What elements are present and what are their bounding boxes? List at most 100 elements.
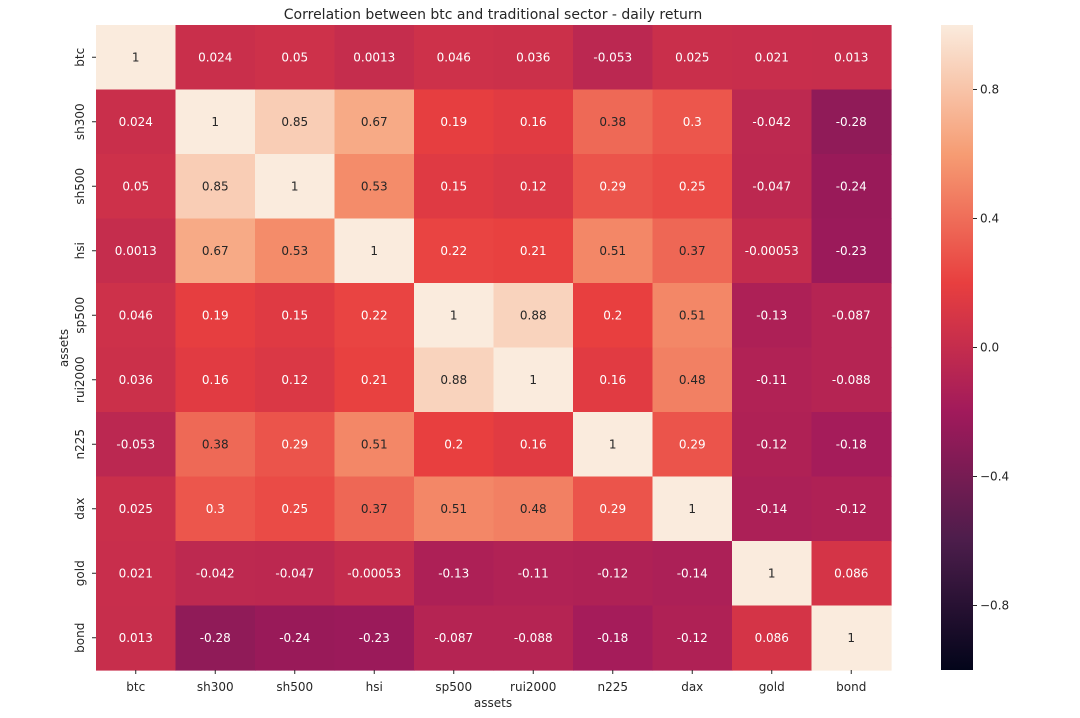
heatmap-cell xyxy=(334,476,415,542)
heatmap-cell xyxy=(175,154,256,220)
cell-value-label: 0.15 xyxy=(281,308,308,322)
cell-value-label: -0.13 xyxy=(438,566,469,580)
heatmap-cell xyxy=(175,541,256,607)
cell-value-label: 0.025 xyxy=(119,502,153,516)
cell-value-label: 0.024 xyxy=(198,50,232,64)
heatmap-cell xyxy=(573,218,654,284)
colorbar-tick-label: 0.0 xyxy=(980,341,999,355)
cell-value-label: 0.25 xyxy=(281,502,308,516)
heatmap-cell xyxy=(96,412,177,478)
cell-value-label: 0.22 xyxy=(361,308,388,322)
heatmap-cell xyxy=(255,412,336,478)
cell-value-label: -0.12 xyxy=(677,631,708,645)
x-tick-label: n225 xyxy=(597,680,628,694)
heatmap-cell xyxy=(652,218,733,284)
heatmap-cell xyxy=(334,154,415,220)
cell-value-label: -0.042 xyxy=(196,566,235,580)
heatmap-cell xyxy=(255,89,336,155)
colorbar-tick-label: 0.8 xyxy=(980,83,999,97)
cell-value-label: 1 xyxy=(688,502,696,516)
y-tick-label: n225 xyxy=(73,429,87,460)
x-tick-label: btc xyxy=(126,680,145,694)
x-tick-label: rui2000 xyxy=(510,680,556,694)
heatmap-cells xyxy=(96,25,892,671)
heatmap-cell xyxy=(255,476,336,542)
heatmap-cell xyxy=(573,541,654,607)
cell-value-label: 1 xyxy=(211,115,219,129)
heatmap-cell xyxy=(334,541,415,607)
x-axis-label: assets xyxy=(474,696,512,710)
cell-value-label: -0.28 xyxy=(836,115,867,129)
y-tick-label: hsi xyxy=(73,242,87,259)
x-tick-label: gold xyxy=(759,680,785,694)
cell-value-label: -0.14 xyxy=(756,502,787,516)
cell-value-label: -0.18 xyxy=(836,437,867,451)
cell-value-label: -0.047 xyxy=(752,179,791,193)
cell-value-label: 0.22 xyxy=(440,244,467,258)
heatmap-cell xyxy=(811,25,892,91)
heatmap-cell xyxy=(811,218,892,284)
heatmap-cell xyxy=(414,605,495,671)
heatmap-cell xyxy=(414,25,495,91)
heatmap-cell xyxy=(255,218,336,284)
cell-value-label: -0.13 xyxy=(756,308,787,322)
cell-value-label: 0.3 xyxy=(683,115,702,129)
colorbar-ticks: 0.8 0.4 0.0 −0.4 −0.8 xyxy=(973,83,1009,613)
cell-value-label: 0.51 xyxy=(361,437,388,451)
heatmap-cell xyxy=(96,541,177,607)
x-tick-label: sh300 xyxy=(197,680,234,694)
heatmap-cell xyxy=(732,412,813,478)
heatmap-cell xyxy=(96,154,177,220)
cell-value-label: 0.046 xyxy=(119,308,153,322)
heatmap-cell xyxy=(175,283,256,349)
cell-value-label: -0.00053 xyxy=(745,244,799,258)
cell-value-label: 0.05 xyxy=(281,50,308,64)
heatmap-cell xyxy=(652,605,733,671)
cell-value-label: -0.088 xyxy=(514,631,553,645)
heatmap-cell xyxy=(811,283,892,349)
heatmap-cell xyxy=(652,283,733,349)
heatmap-cell xyxy=(255,541,336,607)
y-tick-label: sh500 xyxy=(73,168,87,205)
heatmap-cell xyxy=(732,476,813,542)
y-tick-label: gold xyxy=(73,560,87,586)
cell-value-label: 0.0013 xyxy=(353,50,395,64)
cell-value-label: 0.046 xyxy=(437,50,471,64)
cell-value-label: 0.48 xyxy=(520,502,547,516)
cell-value-label: -0.088 xyxy=(832,373,871,387)
heatmap-cell xyxy=(493,347,574,413)
cell-value-label: -0.24 xyxy=(836,179,867,193)
cell-value-label: 1 xyxy=(609,437,617,451)
heatmap-cell xyxy=(334,412,415,478)
cell-value-label: 1 xyxy=(768,566,776,580)
heatmap-cell xyxy=(175,218,256,284)
cell-value-label: 0.16 xyxy=(520,115,547,129)
colorbar-tick-label: −0.8 xyxy=(980,599,1009,613)
heatmap-cell xyxy=(96,283,177,349)
cell-value-label: 0.51 xyxy=(599,244,626,258)
x-tick-label: dax xyxy=(681,680,703,694)
heatmap-cell xyxy=(175,25,256,91)
cell-value-label: -0.28 xyxy=(200,631,231,645)
cell-value-label: 0.12 xyxy=(281,373,308,387)
cell-value-label: -0.053 xyxy=(116,437,155,451)
heatmap-cell xyxy=(573,347,654,413)
cell-value-label: 0.024 xyxy=(119,115,153,129)
x-tick-label: hsi xyxy=(366,680,383,694)
heatmap-cell xyxy=(652,476,733,542)
heatmap-cell xyxy=(573,283,654,349)
heatmap-cell xyxy=(414,476,495,542)
colorbar xyxy=(941,25,973,670)
heatmap-cell xyxy=(732,605,813,671)
heatmap-cell xyxy=(414,218,495,284)
cell-value-label: -0.00053 xyxy=(347,566,401,580)
cell-value-label: 0.25 xyxy=(679,179,706,193)
cell-value-label: 0.29 xyxy=(281,437,308,451)
cell-value-label: 0.37 xyxy=(361,502,388,516)
heatmap-cell xyxy=(652,541,733,607)
heatmap-cell xyxy=(811,347,892,413)
heatmap-cell xyxy=(493,25,574,91)
cell-value-label: -0.042 xyxy=(752,115,791,129)
cell-value-label: 0.2 xyxy=(444,437,463,451)
cell-value-label: -0.12 xyxy=(597,566,628,580)
